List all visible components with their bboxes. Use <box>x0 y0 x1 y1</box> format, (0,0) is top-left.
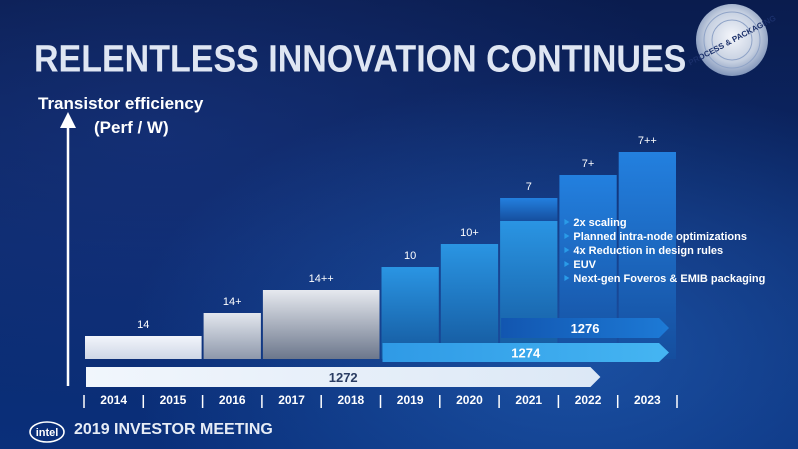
process-arrow-1276 <box>501 318 669 338</box>
x-tick-label-2021: 2021 <box>515 393 542 407</box>
x-tick-label-2017: 2017 <box>278 393 305 407</box>
annotation-bullet-icon <box>564 261 570 267</box>
x-tick-label-2022: 2022 <box>575 393 602 407</box>
node-label-7: 7 <box>526 181 532 193</box>
annotation-text: EUV <box>573 259 596 271</box>
annotation-text: 2x scaling <box>573 217 626 229</box>
node-bar-14 <box>85 336 202 359</box>
node-label-10p: 10+ <box>460 227 479 239</box>
node-label-14: 14 <box>137 319 149 331</box>
intel-logo-swoosh <box>29 421 65 443</box>
page-title: RELENTLESS INNOVATION CONTINUES <box>34 38 687 81</box>
process-label-1274: 1274 <box>511 346 541 361</box>
x-tick-label-2019: 2019 <box>397 393 424 407</box>
process-label-1276: 1276 <box>571 321 600 336</box>
annotation-bullet-icon <box>564 233 570 239</box>
node-bar-14pp <box>262 290 380 359</box>
badge-ring-inner <box>711 19 753 61</box>
node-label-14pp: 14++ <box>309 273 334 285</box>
node-label-7pp: 7++ <box>638 135 657 147</box>
process-arrow-1274 <box>382 343 669 362</box>
y-axis-label-line2: (Perf / W) <box>94 118 169 137</box>
y-axis-label-line1: Transistor efficiency <box>38 94 204 113</box>
x-tick-label-2020: 2020 <box>456 393 483 407</box>
intel-logo-text: intel <box>36 427 59 439</box>
badge-disc <box>696 4 768 76</box>
process-arrow-1272 <box>86 367 601 387</box>
annotation-bullet-icon <box>564 275 570 281</box>
x-tick-label-2023: 2023 <box>634 393 661 407</box>
node-bar-10p <box>440 244 499 359</box>
y-axis-label: Transistor efficiency (Perf / W) <box>38 92 203 140</box>
x-tick-label-2018: 2018 <box>337 393 364 407</box>
x-tick-label-2014: 2014 <box>100 393 127 407</box>
node-label-14p: 14+ <box>223 296 242 308</box>
badge-ring <box>703 11 761 69</box>
process-packaging-badge: PROCESS & PACKAGING <box>688 4 776 76</box>
annotation-text: Planned intra-node optimizations <box>573 231 747 243</box>
node-label-10: 10 <box>404 250 416 262</box>
intel-logo: intel <box>29 421 65 443</box>
annotation-text: 4x Reduction in design rules <box>573 245 723 257</box>
annotation-text: Next-gen Foveros & EMIB packaging <box>573 273 765 285</box>
node-bar-14p <box>203 313 261 359</box>
x-tick-label-2015: 2015 <box>160 393 187 407</box>
x-tick-label-2016: 2016 <box>219 393 246 407</box>
node-bar-10pp <box>500 221 558 359</box>
node-bar-7 <box>500 198 558 221</box>
footer-event-title: 2019 INVESTOR MEETING <box>74 421 273 438</box>
y-axis-arrowhead <box>60 112 76 128</box>
annotation-bullet-icon <box>564 219 570 225</box>
node-label-7p: 7+ <box>582 158 595 170</box>
annotation-bullet-icon <box>564 247 570 253</box>
process-label-1272: 1272 <box>329 370 358 385</box>
